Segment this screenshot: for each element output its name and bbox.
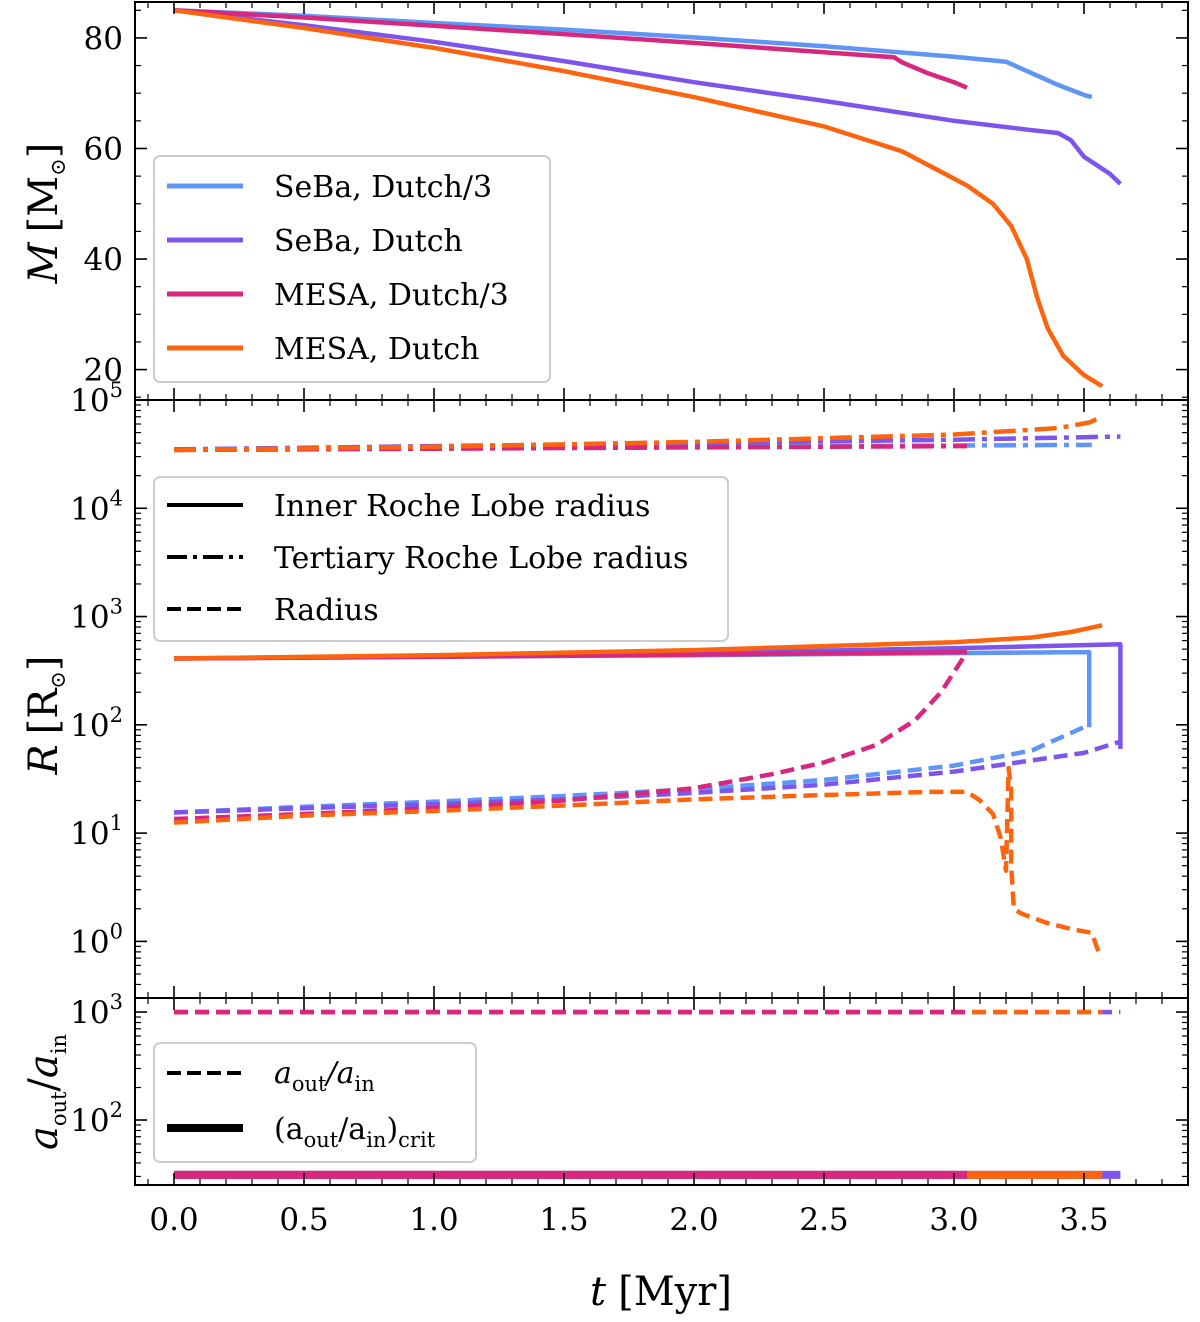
tick-layer: 20 40 60 80 100 101 102 103 104 105 102 103 0.0 0.5 1.… bbox=[70, 2, 1188, 1238]
x-axis-label: t [Myr] bbox=[590, 1269, 732, 1315]
mass-series-3 bbox=[173, 8, 1104, 389]
radius-series-7 bbox=[173, 623, 1103, 661]
radius-ytick-label: 101 bbox=[70, 811, 123, 852]
x-tick-label: 3.0 bbox=[929, 1202, 978, 1238]
mass-ytick-label: 40 bbox=[84, 242, 123, 278]
radius-legend-box bbox=[153, 476, 729, 642]
mass-series-2 bbox=[173, 8, 968, 90]
radius-series-10 bbox=[173, 650, 969, 822]
separation-ylabel: aout/ain bbox=[21, 1034, 71, 1150]
legend-label-ratio: aout/ain bbox=[274, 1056, 375, 1096]
x-tick-label: 2.5 bbox=[799, 1202, 848, 1238]
mass-series-0 bbox=[173, 8, 1093, 100]
x-tick-label: 0.0 bbox=[149, 1202, 198, 1238]
legend-label-inner-roche: Inner Roche Lobe radius bbox=[274, 489, 650, 524]
legend-label-seba-dutch3: SeBa, Dutch/3 bbox=[274, 170, 492, 205]
radius-ytick-label: 103 bbox=[70, 595, 123, 636]
mass-ytick-label: 60 bbox=[84, 131, 123, 167]
x-tick-label: 1.0 bbox=[409, 1202, 458, 1238]
series-layer bbox=[173, 8, 1123, 1179]
legend-label-mesa-dutch: MESA, Dutch bbox=[274, 332, 479, 367]
mass-ylabel: M[M⊙] bbox=[21, 143, 70, 285]
x-tick-label: 2.0 bbox=[669, 1202, 718, 1238]
mass-series-1 bbox=[173, 8, 1122, 186]
radius-series-11 bbox=[173, 765, 1102, 956]
legend-label-ratio-crit: (aout/ain)crit bbox=[274, 1112, 436, 1152]
radius-ylabel: R[R⊙] bbox=[21, 655, 70, 775]
x-tick-label: 3.5 bbox=[1059, 1202, 1108, 1238]
legend-label-mesa-dutch3: MESA, Dutch/3 bbox=[274, 278, 509, 313]
legend-label-radius: Radius bbox=[274, 593, 379, 628]
radius-series-3 bbox=[173, 414, 1104, 453]
separation-panel-frame bbox=[134, 997, 1189, 1186]
radius-ytick-label: 104 bbox=[70, 486, 123, 527]
x-tick-label: 1.5 bbox=[539, 1202, 588, 1238]
radius-legend: Inner Roche Lobe radius Tertiary Roche L… bbox=[153, 476, 729, 642]
mass-ytick-label: 20 bbox=[84, 353, 123, 389]
radius-series-9 bbox=[173, 739, 1122, 815]
radius-ytick-label: 102 bbox=[70, 703, 123, 744]
separation-ytick-label: 103 bbox=[70, 990, 123, 1031]
x-tick-label: 0.5 bbox=[279, 1202, 328, 1238]
legend-label-seba-dutch: SeBa, Dutch bbox=[274, 224, 463, 259]
radius-ytick-label: 100 bbox=[70, 919, 123, 960]
mass-legend-box bbox=[153, 155, 551, 383]
separation-ytick-label: 102 bbox=[70, 1098, 123, 1139]
radius-ytick-label: 105 bbox=[70, 378, 123, 419]
mass-ytick-label: 80 bbox=[84, 21, 123, 57]
separation-legend: aout/ain (aout/ain)crit bbox=[153, 1042, 477, 1163]
mass-legend: SeBa, Dutch/3 SeBa, Dutch MESA, Dutch/3 … bbox=[153, 155, 551, 383]
legend-label-tertiary-roche: Tertiary Roche Lobe radius bbox=[274, 541, 688, 576]
